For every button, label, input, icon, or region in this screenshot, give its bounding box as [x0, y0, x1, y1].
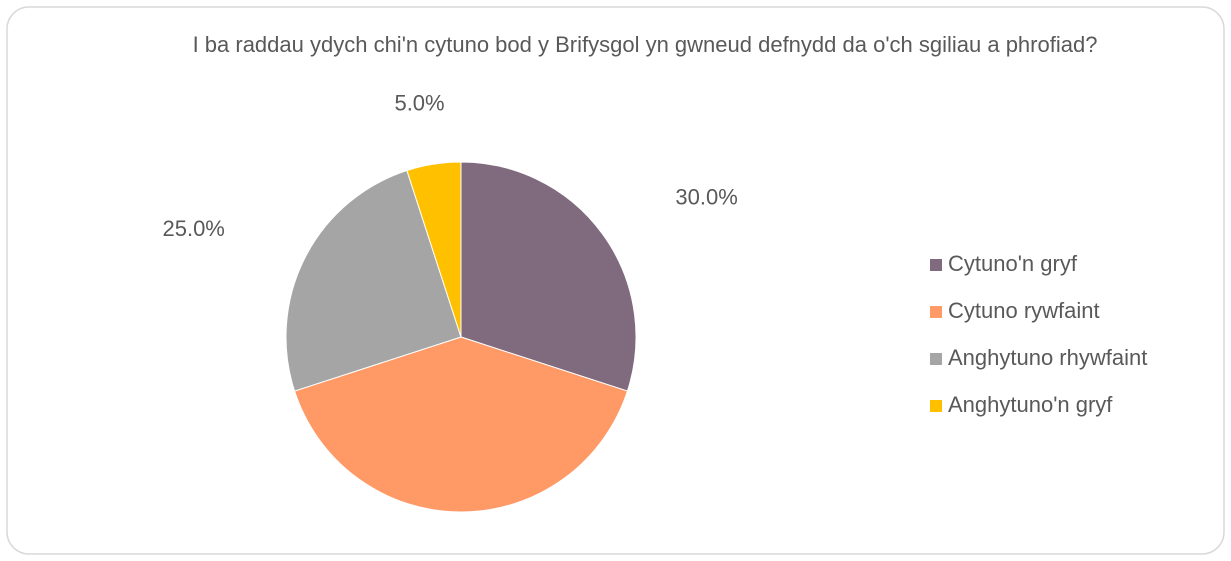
chart-title: I ba raddau ydych chi'n cytuno bod y Bri…	[192, 32, 1098, 57]
pie-slice	[460, 161, 637, 392]
data-label: 25.0%	[162, 216, 224, 241]
pie-slice	[293, 336, 629, 513]
legend-swatch	[930, 353, 942, 365]
pie-slice	[406, 161, 462, 338]
data-label: 5.0%	[394, 91, 444, 116]
legend-label: Cytuno rywfaint	[948, 298, 1100, 323]
data-label: 40.0%	[430, 558, 492, 561]
legend-label: Anghytuno rhywfaint	[948, 345, 1147, 370]
legend-label: Anghytuno'n gryf	[948, 392, 1113, 417]
legend-label: Cytuno'n gryf	[948, 251, 1078, 276]
legend-swatch	[930, 400, 942, 412]
data-label: 30.0%	[675, 185, 737, 210]
legend-swatch	[930, 259, 942, 271]
legend-swatch	[930, 306, 942, 318]
pie-slice	[285, 169, 462, 392]
